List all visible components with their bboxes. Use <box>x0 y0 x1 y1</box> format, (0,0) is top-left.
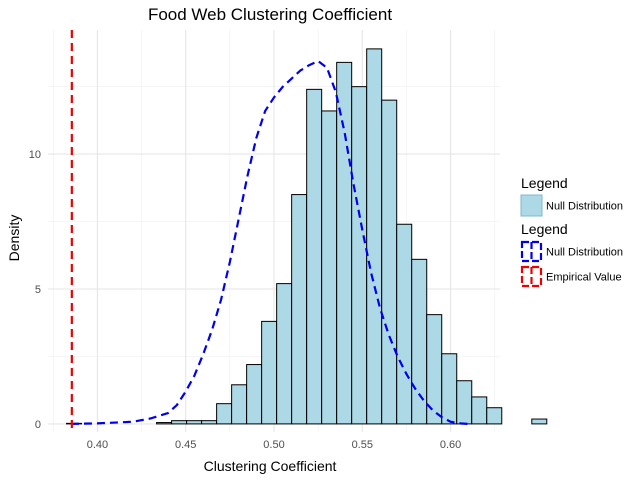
x-tick-label: 0.60 <box>440 439 461 451</box>
x-axis-ticks: 0.40 0.45 0.50 0.55 0.60 <box>87 439 462 451</box>
x-tick-label: 0.50 <box>263 439 284 451</box>
legend-key-fill <box>520 194 543 217</box>
histogram-bar <box>291 194 308 425</box>
x-tick-label: 0.55 <box>352 439 373 451</box>
histogram-bar <box>246 364 263 425</box>
legend-item-label: Null Distribution <box>546 201 623 213</box>
histogram-bar <box>351 86 368 425</box>
x-tick-label: 0.40 <box>87 439 108 451</box>
histogram-bar <box>231 384 248 425</box>
y-axis-ticks: 0 5 10 <box>29 149 41 431</box>
density-curve <box>70 59 469 426</box>
histogram-bar <box>396 223 413 425</box>
legend-item-label: Null Distribution <box>546 247 623 259</box>
histogram-bar <box>486 407 503 425</box>
legend: Legend Null Distribution Legend Null Distri… <box>520 175 623 288</box>
histogram-bar <box>186 420 203 425</box>
histogram-bar <box>321 110 338 425</box>
x-axis-label: Clustering Coefficient <box>204 458 337 474</box>
histogram-bar <box>201 420 218 425</box>
y-axis-label: Density <box>6 215 22 262</box>
histogram-bar <box>441 353 458 425</box>
legend-key-box <box>520 265 543 288</box>
x-tick-label: 0.45 <box>175 439 196 451</box>
legend-key-box <box>520 240 543 263</box>
histogram-bar <box>336 61 353 425</box>
histogram-bar <box>156 422 173 425</box>
histogram-bar <box>471 396 488 425</box>
histogram-bar <box>456 380 473 425</box>
y-tick-label: 5 <box>35 284 41 296</box>
histogram-bar <box>411 258 428 425</box>
chart-title: Food Web Clustering Coefficient <box>148 5 392 24</box>
histogram-bar <box>381 99 398 425</box>
legend-item-label: Empirical Value <box>546 272 622 284</box>
legend-title: Legend <box>521 175 568 191</box>
density-curve-layer <box>70 59 469 426</box>
y-tick-label: 0 <box>35 419 41 431</box>
histogram-bar <box>306 88 323 425</box>
histogram-bars <box>66 48 548 425</box>
histogram-bar <box>276 283 293 425</box>
histogram-bar <box>261 320 278 425</box>
histogram-bar <box>531 418 548 425</box>
legend-title: Legend <box>521 221 568 237</box>
y-tick-label: 10 <box>29 149 41 161</box>
histogram-bar <box>216 403 233 425</box>
histogram-bar <box>366 48 383 425</box>
histogram-bar <box>171 420 188 425</box>
